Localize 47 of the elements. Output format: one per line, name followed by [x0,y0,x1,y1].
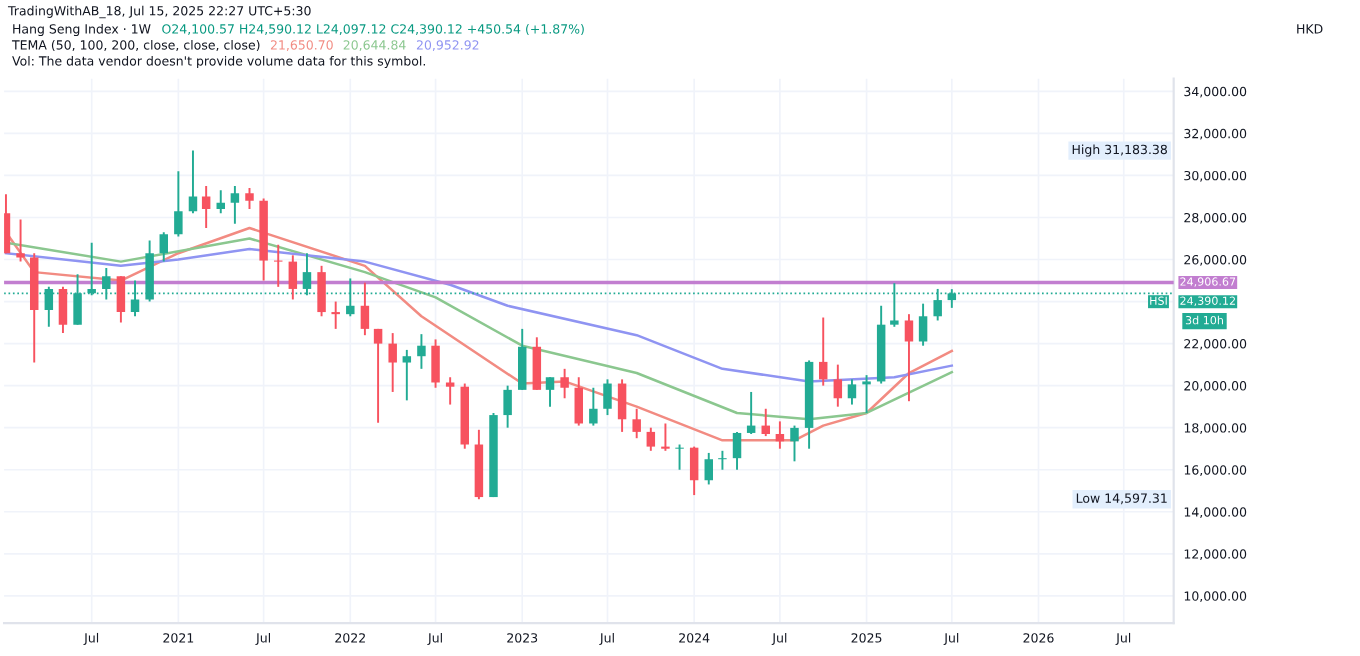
candlestick [732,430,742,471]
candlestick [373,327,383,424]
candlestick [574,376,583,427]
candlestick [675,443,684,471]
candlestick [532,336,542,391]
candlestick [818,316,828,387]
candlestick [360,281,370,337]
candlestick [632,407,641,440]
candlestick [230,184,240,225]
candlestick [431,338,440,389]
candlestick [617,378,627,433]
candlestick [603,378,612,417]
candlestick [58,285,68,335]
candlestick [718,449,727,471]
candlestick [790,424,799,463]
candlestick [503,384,512,429]
candlestick [918,302,928,347]
candlestick [517,327,527,391]
candlestick [862,374,871,414]
candlestick [704,451,713,486]
candlestick [388,332,397,393]
candlestick [216,189,225,215]
candlestick [317,264,326,318]
candlestick [245,187,254,211]
candlestick [445,376,455,406]
candlestick [116,275,126,324]
candlestick [188,149,198,215]
candlestick [331,300,340,330]
candlestick [761,407,770,438]
candlestick [159,231,168,263]
candlestick [661,422,670,452]
candlestick [545,376,555,408]
candlestick [646,426,656,452]
candlestick [288,254,298,301]
candlestick [402,348,412,402]
candlestick [746,390,756,435]
candlestick [833,363,843,408]
candlestick [201,184,211,229]
candlestick [417,333,426,370]
candlestick [16,218,25,263]
candlestick [904,313,914,403]
candlestick [589,386,598,427]
candlestick [775,420,785,450]
candlestick [174,170,183,238]
candlestick [847,378,857,406]
candlestick [689,445,699,497]
candlestick [560,367,569,400]
